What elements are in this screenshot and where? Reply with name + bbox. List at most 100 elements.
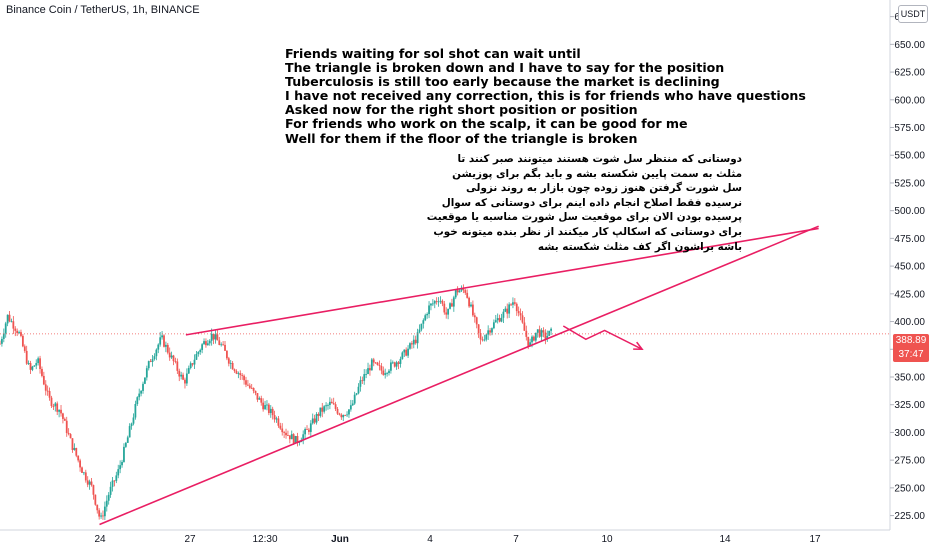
candle-body (308, 429, 310, 432)
candle-body (193, 359, 196, 365)
candle-body (515, 303, 518, 312)
candle-body (294, 436, 297, 444)
price-tick-label: 325.00 (894, 400, 925, 411)
candle-body (262, 402, 265, 410)
candle-body (159, 337, 162, 345)
candle-body (494, 320, 497, 323)
candle-body (31, 366, 34, 370)
candle-body (81, 467, 83, 473)
candle-body (227, 358, 230, 364)
candle-body (498, 318, 501, 322)
candle-body (540, 330, 543, 337)
candle-body (16, 330, 19, 334)
candle-body (376, 362, 379, 366)
currency-badge[interactable]: USDT (898, 5, 928, 23)
candle-body (46, 390, 49, 392)
candle-body (205, 341, 207, 346)
candle-body (126, 437, 129, 443)
candle-body (546, 335, 549, 339)
candle-body (0, 343, 1, 345)
candle-body (334, 404, 337, 409)
candle-body (178, 370, 181, 377)
candle-body (309, 423, 312, 432)
persian-note-line: باشه براشون اگر کف مثلث شکسته بشه (537, 240, 742, 253)
candle-body (224, 344, 226, 351)
trendline-lower[interactable] (99, 225, 819, 526)
candle-body (231, 362, 234, 370)
candle-body (519, 313, 522, 316)
candle-body (513, 302, 516, 304)
candle-body (96, 504, 99, 511)
candle-body (258, 398, 261, 400)
candle-body (12, 321, 15, 329)
candle-body (313, 418, 316, 423)
trendline-upper[interactable] (185, 227, 819, 336)
time-tick-label: 7 (513, 534, 519, 545)
candle-body (168, 352, 171, 358)
candle-body (374, 362, 377, 364)
candle-body (410, 343, 413, 345)
candle-body (512, 302, 514, 305)
candle-body (189, 363, 192, 369)
candle-body (386, 373, 388, 374)
price-tick-label: 600.00 (894, 95, 925, 106)
candle-body (144, 377, 146, 384)
candle-body (166, 344, 169, 353)
candle-body (420, 323, 423, 330)
candle-body (296, 436, 299, 443)
candle-body (288, 435, 291, 440)
candle-body (92, 485, 95, 495)
candle-body (10, 321, 13, 323)
candle-body (317, 414, 320, 416)
candle-body (151, 359, 154, 362)
candle-body (285, 432, 287, 436)
candle-body (208, 340, 211, 344)
candle-body (235, 371, 238, 374)
candle-body (363, 374, 366, 381)
candle-body (52, 406, 55, 407)
candle-body (353, 394, 356, 404)
candle-body (123, 446, 125, 462)
candle-body (6, 314, 9, 324)
candle-body (1, 338, 3, 344)
candle-body (388, 370, 390, 374)
price-tick-label: 425.00 (894, 289, 925, 300)
price-tick-label: 475.00 (894, 234, 925, 245)
candle-body (506, 308, 509, 314)
candle-body (367, 368, 369, 375)
candle-body (136, 397, 139, 405)
candle-body (464, 290, 467, 293)
projection-arrow[interactable] (562, 325, 643, 350)
candle-body (409, 343, 411, 349)
candle-body (426, 313, 429, 316)
candle-body (277, 418, 280, 426)
persian-note-line: نرسیده فقط اصلاح انجام داده اینم برای دو… (441, 196, 742, 209)
symbol-title: Binance Coin / TetherUS, 1h, BINANCE (6, 4, 200, 16)
candle-body (328, 401, 331, 406)
candle-body (351, 403, 354, 406)
candle-body (517, 311, 520, 314)
candle-body (48, 391, 51, 398)
time-tick-label: 17 (809, 534, 821, 545)
candle-body (422, 320, 425, 324)
candle-body (332, 403, 335, 405)
candle-body (466, 292, 469, 298)
persian-note-line: پرسیده بودن الان برای موقعیت سل شورت منا… (426, 211, 742, 224)
candle-body (502, 311, 505, 318)
candle-body (23, 346, 26, 351)
candle-body (42, 375, 45, 385)
candle-body (346, 414, 348, 416)
candle-body (33, 365, 36, 367)
candle-body (311, 418, 314, 424)
candle-body (542, 330, 545, 333)
price-tick-label: 500.00 (894, 206, 925, 217)
candle-body (8, 314, 11, 322)
candle-body (239, 373, 242, 376)
time-tick-label: 10 (601, 534, 613, 545)
candle-body (69, 434, 72, 439)
candle-body (111, 480, 114, 487)
price-tick-label: 225.00 (894, 511, 925, 522)
candle-body (50, 397, 53, 407)
